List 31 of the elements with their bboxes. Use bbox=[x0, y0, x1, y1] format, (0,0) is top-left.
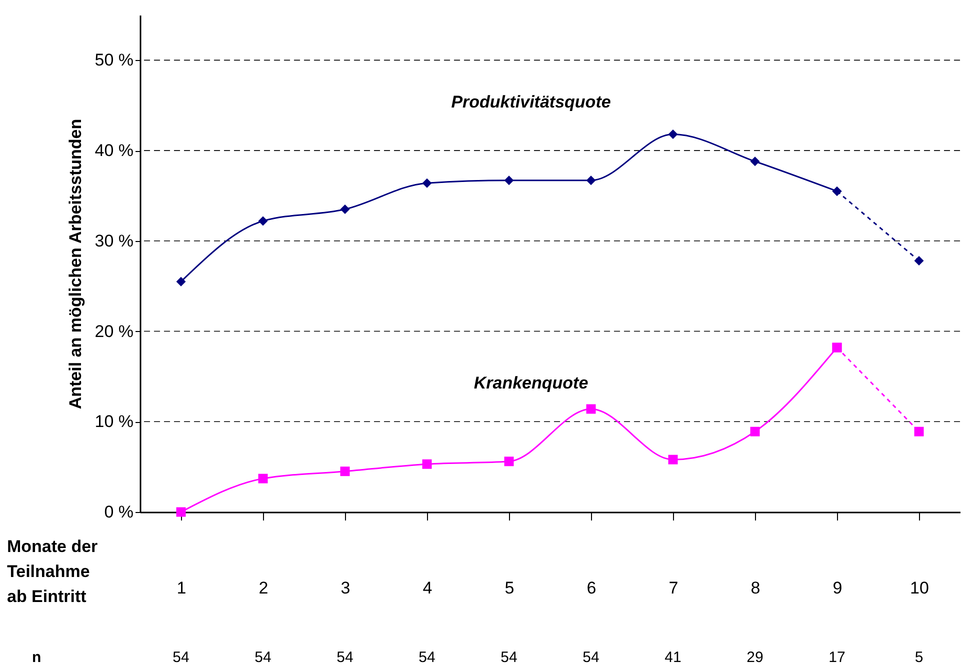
x-tick-label: 10 bbox=[910, 578, 929, 598]
x-tick-label: 1 bbox=[176, 578, 186, 598]
x-axis-title: Monate der Teilnahme ab Eintritt bbox=[7, 537, 98, 606]
series-label: Krankenquote bbox=[474, 373, 588, 392]
y-tick-label: 30 % bbox=[94, 231, 134, 250]
x-tick-label: 8 bbox=[750, 578, 760, 598]
text: 41 bbox=[664, 649, 682, 666]
text: n bbox=[32, 649, 42, 666]
text: 54 bbox=[418, 649, 436, 666]
text: 54 bbox=[172, 649, 190, 666]
text: 5 bbox=[914, 649, 924, 666]
text: 17 bbox=[828, 649, 846, 666]
text: 54 bbox=[336, 649, 354, 666]
y-axis-title: Anteil an möglichen Arbeitsstunden bbox=[66, 118, 85, 410]
y-tick-label: 40 % bbox=[94, 141, 134, 160]
text: Produktivitätsquote bbox=[451, 92, 611, 112]
text: 29 bbox=[746, 649, 764, 666]
y-tick-label: 20 % bbox=[94, 322, 134, 341]
text: 54 bbox=[254, 649, 272, 666]
x-tick-label: 9 bbox=[832, 578, 842, 598]
x-tick-label: 3 bbox=[340, 578, 350, 598]
x-tick-label: 2 bbox=[258, 578, 268, 598]
y-tick-label: 0 % bbox=[104, 502, 134, 522]
text: 54 bbox=[500, 649, 518, 666]
x-tick-label: 4 bbox=[422, 578, 432, 598]
y-tick-label: 10 % bbox=[94, 412, 134, 432]
y-tick-label: 50 % bbox=[94, 50, 134, 70]
x-tick-label: 5 bbox=[504, 578, 514, 598]
x-tick-label: 7 bbox=[668, 578, 678, 598]
x-tick-label: 6 bbox=[586, 578, 596, 598]
text: 54 bbox=[582, 649, 600, 666]
